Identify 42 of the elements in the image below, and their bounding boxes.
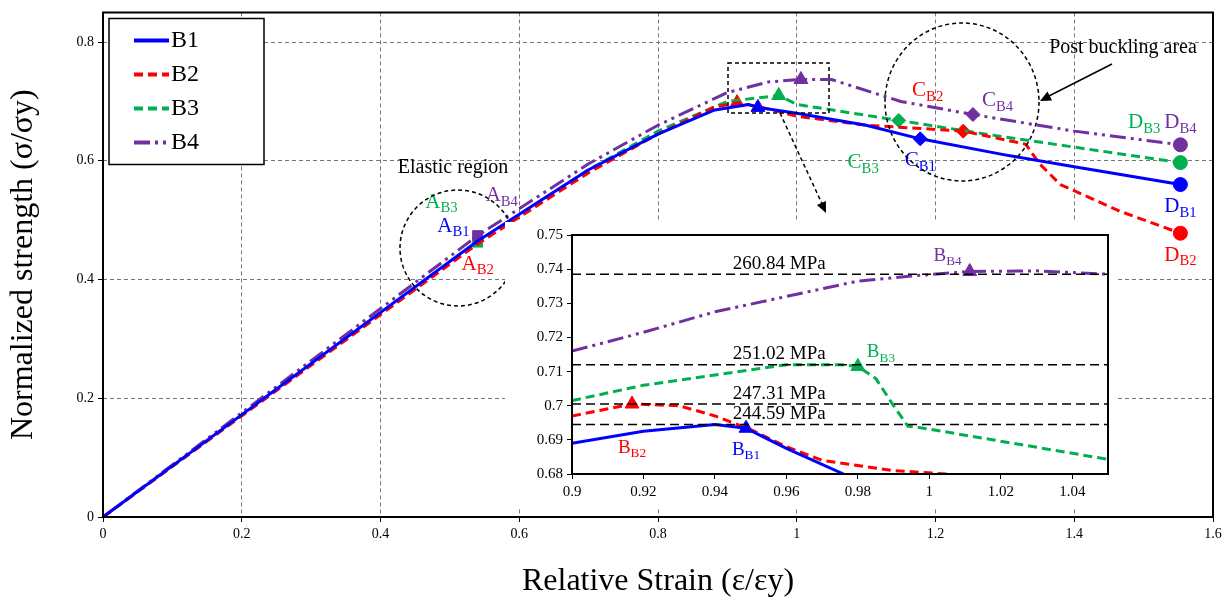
y-tick-label: 0.2: [76, 389, 94, 405]
x-tick-label: 0.8: [649, 526, 667, 542]
x-axis-title: Relative Strain (ε/εy): [521, 561, 795, 598]
legend-label: B2: [171, 59, 200, 86]
y-tick-label: 0.74: [536, 260, 564, 277]
legend-label: B4: [171, 127, 200, 154]
x-tick-label: 1.2: [926, 526, 945, 542]
ref-line-label: 244.59 MPa: [732, 402, 827, 424]
x-tick-label: 0.2: [233, 526, 251, 542]
x-tick-label: 1.04: [1059, 482, 1086, 499]
y-tick-label: 0: [87, 508, 94, 524]
y-tick-label: 0.8: [76, 33, 94, 49]
y-tick-label: 0.69: [536, 430, 563, 447]
y-tick-label: 0.75: [536, 225, 563, 242]
y-tick-label: 0.68: [536, 464, 563, 481]
x-tick-label: 1.02: [987, 482, 1014, 499]
ref-line-label: 251.02 MPa: [732, 342, 827, 364]
x-tick-label: 0.9: [562, 482, 582, 499]
annotation: Elastic region: [397, 155, 509, 179]
x-tick-label: 0.6: [510, 526, 528, 542]
y-tick-label: 0.7: [544, 396, 564, 413]
x-tick-label: 0.98: [844, 482, 871, 499]
legend-label: B3: [171, 93, 200, 120]
x-tick-label: 0.94: [701, 482, 729, 499]
y-axis-title: Normalized strength (σ/σy): [2, 89, 39, 441]
y-tick-label: 0.73: [536, 294, 563, 311]
y-tick-label: 0.4: [76, 271, 94, 287]
x-tick-label: 1.6: [1204, 526, 1222, 542]
x-tick-label: 0: [99, 526, 107, 542]
x-tick-label: 1.4: [1065, 526, 1083, 542]
x-tick-label: 1: [925, 482, 934, 499]
x-tick-label: 1: [793, 526, 801, 542]
x-tick-label: 0.96: [773, 482, 801, 499]
y-tick-label: 0.72: [536, 328, 563, 345]
y-tick-label: 0.71: [536, 362, 563, 379]
ref-line-label: 247.31 MPa: [732, 381, 827, 403]
x-tick-label: 0.4: [371, 526, 390, 542]
x-tick-label: 0.92: [630, 482, 657, 499]
annotation: Post buckling area: [1049, 35, 1197, 59]
y-tick-label: 0.6: [76, 152, 94, 168]
legend-label: B1: [171, 25, 200, 52]
ref-line-label: 260.84 MPa: [732, 251, 827, 273]
